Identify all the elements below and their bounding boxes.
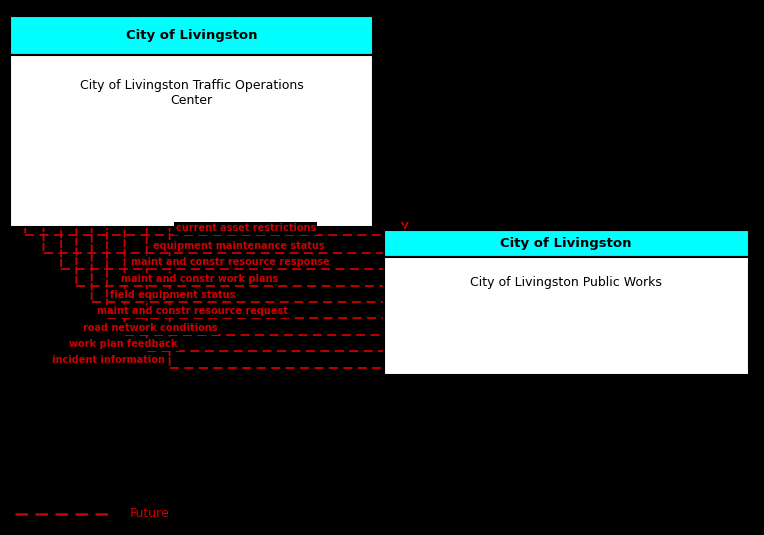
Text: maint and constr work plans: maint and constr work plans <box>121 274 278 284</box>
Text: road network conditions: road network conditions <box>83 323 217 333</box>
Text: incident information: incident information <box>52 355 165 365</box>
Text: current asset restrictions: current asset restrictions <box>176 223 316 233</box>
Text: City of Livingston: City of Livingston <box>125 29 257 42</box>
Text: City of Livingston Traffic Operations
Center: City of Livingston Traffic Operations Ce… <box>79 79 303 107</box>
Text: City of Livingston: City of Livingston <box>500 237 632 250</box>
Bar <box>384 257 749 374</box>
Text: equipment maintenance status: equipment maintenance status <box>153 241 325 251</box>
Text: Future: Future <box>130 507 170 520</box>
Bar <box>10 16 373 55</box>
Text: City of Livingston Public Works: City of Livingston Public Works <box>470 276 662 289</box>
Text: maint and constr resource request: maint and constr resource request <box>97 306 288 316</box>
Text: work plan feedback: work plan feedback <box>69 339 177 349</box>
Bar <box>384 230 749 257</box>
Bar <box>10 55 373 227</box>
Text: maint and constr resource response: maint and constr resource response <box>131 257 330 267</box>
Text: field equipment status: field equipment status <box>110 290 235 300</box>
